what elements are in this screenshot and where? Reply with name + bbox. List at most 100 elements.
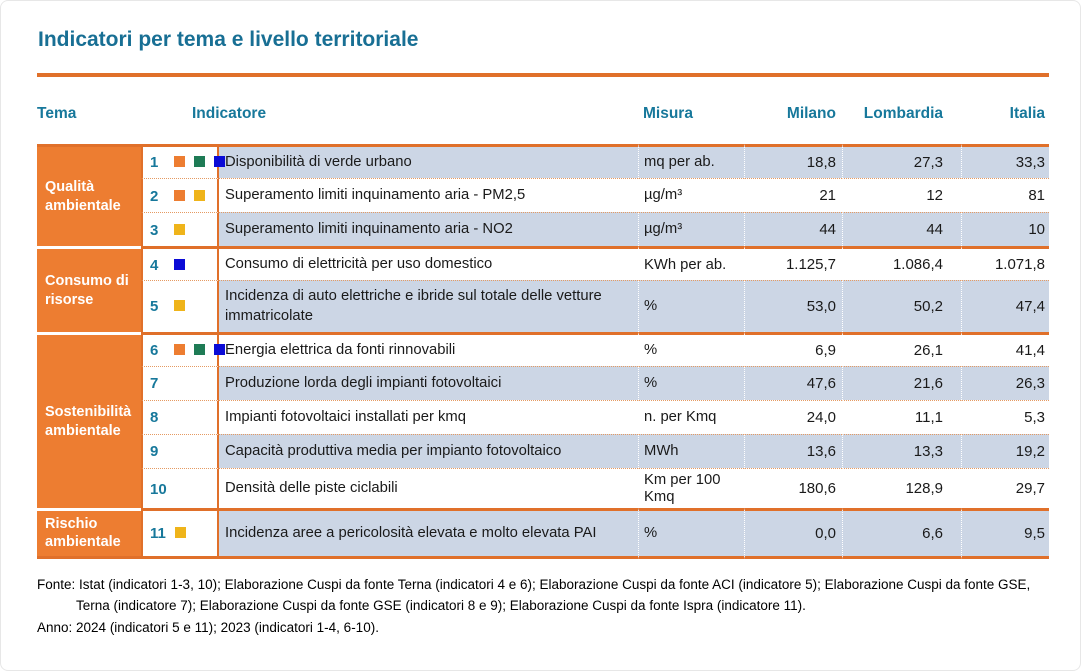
value-lombardia: 27,3 bbox=[842, 144, 961, 179]
value-lombardia: 128,9 bbox=[842, 468, 961, 509]
indicator-name-cell: Consumo di elettricità per uso domestico bbox=[219, 246, 638, 280]
indicator-number-cell: 7 bbox=[141, 366, 219, 401]
indicator-number: 3 bbox=[150, 221, 159, 239]
indicator-name-cell: Superamento limiti inquinamento aria - N… bbox=[219, 212, 638, 247]
indicator-name-cell: Produzione lorda degli impianti fotovolt… bbox=[219, 366, 638, 401]
theme-cell: Sostenibilità ambientale bbox=[37, 331, 141, 509]
value-milano: 53,0 bbox=[744, 280, 842, 332]
value-milano: 13,6 bbox=[744, 434, 842, 469]
indicator-name-cell: Impianti fotovoltaici installati per kmq bbox=[219, 400, 638, 434]
indicator-number-cell: 3 bbox=[141, 212, 219, 247]
indicator-number-cell: 11 bbox=[141, 508, 219, 559]
value-italia: 29,7 bbox=[961, 468, 1049, 509]
indicator-number-cell: 8 bbox=[141, 400, 219, 435]
measure-cell: Km per 100 Kmq bbox=[638, 468, 744, 509]
indicator-number-cell: 9 bbox=[141, 434, 219, 469]
indicator-number-cell: 10 bbox=[141, 468, 219, 509]
indicator-name-cell: Incidenza di auto elettriche e ibride su… bbox=[219, 280, 638, 332]
table-header-row: Tema Indicatore Misura Milano Lombardia … bbox=[37, 77, 1049, 144]
indicator-number: 4 bbox=[150, 256, 159, 274]
indicator-number: 1 bbox=[150, 154, 159, 172]
value-milano: 180,6 bbox=[744, 468, 842, 509]
value-milano: 18,8 bbox=[744, 144, 842, 179]
indicator-number: 5 bbox=[150, 298, 159, 316]
column-header-tema: Tema bbox=[37, 105, 77, 122]
value-lombardia: 26,1 bbox=[842, 331, 961, 367]
indicator-number-cell: 1 bbox=[141, 144, 225, 179]
measure-cell: % bbox=[638, 280, 744, 332]
value-milano: 44 bbox=[744, 212, 842, 247]
column-header-italia: Italia bbox=[1009, 105, 1045, 122]
measure-cell: mq per ab. bbox=[638, 144, 744, 179]
measure-cell: % bbox=[638, 331, 744, 367]
indicator-number-cell: 2 bbox=[141, 178, 219, 213]
indicator-name-cell: Incidenza aree a pericolosità elevata e … bbox=[219, 508, 638, 559]
value-lombardia: 13,3 bbox=[842, 434, 961, 469]
indicator-name-cell: Densità delle piste ciclabili bbox=[219, 468, 638, 508]
table-row: Qualità ambientale 1 Disponibilità di verd… bbox=[37, 144, 1049, 247]
column-header-misura: Misura bbox=[643, 105, 693, 122]
value-milano: 47,6 bbox=[744, 366, 842, 401]
value-italia: 9,5 bbox=[961, 508, 1049, 559]
value-lombardia: 6,6 bbox=[842, 508, 961, 559]
indicator-number: 8 bbox=[150, 409, 159, 427]
value-milano: 0,0 bbox=[744, 508, 842, 559]
table-row: Rischio ambientale 11 Incidenza aree a per… bbox=[37, 508, 1049, 559]
value-lombardia: 1.086,4 bbox=[842, 246, 961, 281]
value-milano: 6,9 bbox=[744, 331, 842, 367]
blue-square-icon bbox=[214, 344, 225, 356]
indicators-table: Qualità ambientale 1 Disponibilità di verd… bbox=[37, 144, 1049, 559]
table-row: 3 Superamento limiti inquinamento aria - … bbox=[37, 212, 1049, 247]
yellow-square-icon bbox=[194, 189, 205, 201]
green-square-icon bbox=[194, 156, 205, 168]
value-italia: 26,3 bbox=[961, 366, 1049, 401]
indicator-number: 9 bbox=[150, 443, 159, 461]
yellow-square-icon bbox=[174, 223, 185, 235]
table-row: 7 Produzione lorda degli impianti fotovol… bbox=[37, 366, 1049, 401]
value-lombardia: 21,6 bbox=[842, 366, 961, 401]
value-italia: 5,3 bbox=[961, 400, 1049, 435]
theme-cell: Consumo di risorse bbox=[37, 246, 141, 332]
value-italia: 33,3 bbox=[961, 144, 1049, 179]
value-milano: 21 bbox=[744, 178, 842, 213]
indicator-number: 10 bbox=[150, 480, 167, 498]
value-milano: 24,0 bbox=[744, 400, 842, 435]
value-italia: 41,4 bbox=[961, 331, 1049, 367]
page-title: Indicatori per tema e livello territoria… bbox=[38, 28, 419, 51]
year-note: Anno: 2024 (indicatori 5 e 11); 2023 (in… bbox=[37, 619, 379, 635]
blue-square-icon bbox=[174, 258, 185, 270]
indicator-name-cell: Capacità produttiva media per impianto f… bbox=[219, 434, 638, 469]
measure-cell: µg/m³ bbox=[638, 212, 744, 247]
footnotes: Fonte: Istat (indicatori 1-3, 10); Elabo… bbox=[37, 574, 1047, 639]
column-header-indicatore: Indicatore bbox=[192, 105, 267, 122]
measure-cell: µg/m³ bbox=[638, 178, 744, 213]
blue-square-icon bbox=[214, 156, 225, 168]
theme-cell: Rischio ambientale bbox=[37, 508, 141, 559]
orange-square-icon bbox=[174, 189, 185, 201]
indicator-number-cell: 5 bbox=[141, 280, 219, 332]
indicator-name-cell: Superamento limiti inquinamento aria - P… bbox=[219, 178, 638, 212]
indicator-number-cell: 6 bbox=[141, 331, 225, 367]
yellow-square-icon bbox=[174, 527, 186, 539]
measure-cell: % bbox=[638, 508, 744, 559]
table-row: 10 Densità delle piste ciclabili Km per 10… bbox=[37, 468, 1049, 509]
indicator-name-cell: Energia elettrica da fonti rinnovabili bbox=[219, 331, 638, 366]
value-italia: 81 bbox=[961, 178, 1049, 213]
value-lombardia: 11,1 bbox=[842, 400, 961, 435]
table-row: 8 Impianti fotovoltaici installati per km… bbox=[37, 400, 1049, 435]
value-lombardia: 44 bbox=[842, 212, 961, 247]
orange-square-icon bbox=[174, 156, 185, 168]
measure-cell: % bbox=[638, 366, 744, 401]
indicator-number: 11 bbox=[150, 525, 166, 543]
table-row: 9 Capacità produttiva media per impianto … bbox=[37, 434, 1049, 469]
value-italia: 19,2 bbox=[961, 434, 1049, 469]
value-milano: 1.125,7 bbox=[744, 246, 842, 281]
source-note: Fonte: Istat (indicatori 1-3, 10); Elabo… bbox=[37, 576, 1031, 614]
value-lombardia: 50,2 bbox=[842, 280, 961, 332]
orange-square-icon bbox=[174, 344, 185, 356]
table-row: Sostenibilità ambientale 6 Energia elettri… bbox=[37, 331, 1049, 509]
table-row: 5 Incidenza di auto elettriche e ibride s… bbox=[37, 280, 1049, 332]
value-lombardia: 12 bbox=[842, 178, 961, 213]
value-italia: 1.071,8 bbox=[961, 246, 1049, 281]
